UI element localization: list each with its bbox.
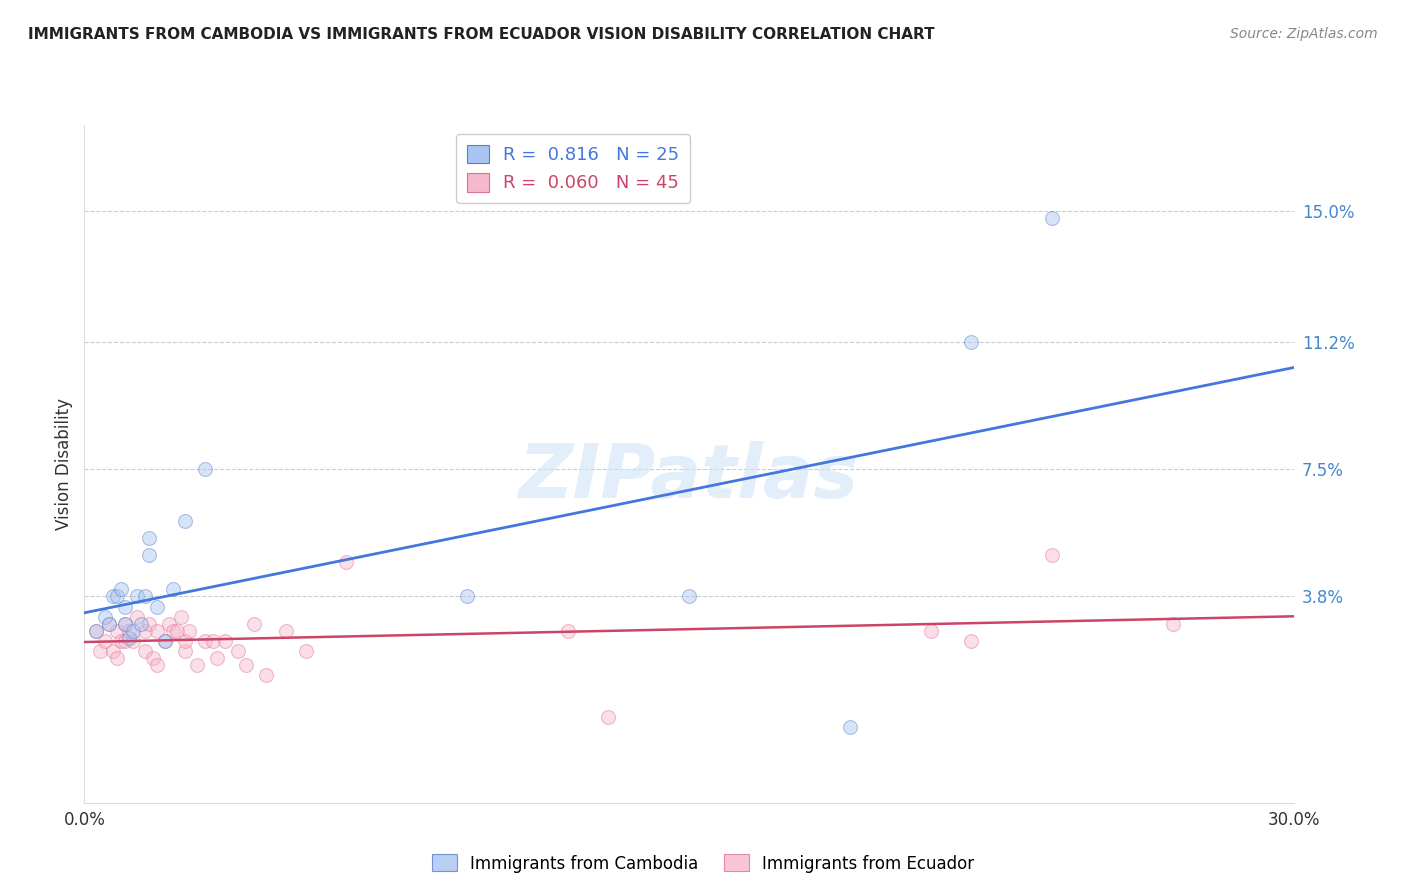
Point [839,720,862,734]
Point [456,590,478,604]
Point [1161,616,1184,631]
Point [153,634,176,648]
Point [678,590,700,604]
Point [134,590,156,604]
Point [89,644,111,658]
Point [960,634,983,648]
Point [335,555,357,569]
Point [214,634,236,648]
Point [274,624,297,638]
Point [138,548,160,562]
Point [166,624,188,638]
Point [254,668,277,682]
Text: ZIPatlas: ZIPatlas [519,441,859,514]
Point [960,334,983,349]
Point [86,624,108,638]
Point [134,624,156,638]
Point [138,531,160,545]
Point [142,651,165,665]
Point [121,634,143,648]
Point [202,634,225,648]
Point [105,624,128,638]
Point [194,634,217,648]
Point [118,624,141,638]
Point [162,624,184,638]
Point [170,610,193,624]
Point [174,644,197,658]
Point [114,634,136,648]
Point [1040,211,1063,225]
Point [93,610,115,624]
Point [920,624,942,638]
Point [598,710,620,724]
Point [118,631,141,645]
Point [86,624,108,638]
Point [97,616,120,631]
Point [101,590,124,604]
Point [194,462,217,476]
Legend: R =  0.816   N = 25, R =  0.060   N = 45: R = 0.816 N = 25, R = 0.060 N = 45 [456,134,690,203]
Y-axis label: Vision Disability: Vision Disability [55,398,73,530]
Legend: Immigrants from Cambodia, Immigrants from Ecuador: Immigrants from Cambodia, Immigrants fro… [425,847,981,880]
Point [207,651,229,665]
Point [121,624,143,638]
Point [295,644,318,658]
Point [114,616,136,631]
Point [114,616,136,631]
Text: Source: ZipAtlas.com: Source: ZipAtlas.com [1230,27,1378,41]
Point [129,616,152,631]
Point [105,590,128,604]
Point [153,634,176,648]
Point [174,634,197,648]
Point [179,624,201,638]
Point [162,582,184,597]
Point [110,634,132,648]
Point [146,599,169,614]
Point [174,514,197,528]
Point [125,590,148,604]
Point [146,658,169,673]
Point [125,610,148,624]
Point [557,624,579,638]
Text: IMMIGRANTS FROM CAMBODIA VS IMMIGRANTS FROM ECUADOR VISION DISABILITY CORRELATIO: IMMIGRANTS FROM CAMBODIA VS IMMIGRANTS F… [28,27,935,42]
Point [157,616,180,631]
Point [186,658,208,673]
Point [97,616,120,631]
Point [138,616,160,631]
Point [146,624,169,638]
Point [226,644,249,658]
Point [110,582,132,597]
Point [105,651,128,665]
Point [93,634,115,648]
Point [134,644,156,658]
Point [101,644,124,658]
Point [114,599,136,614]
Point [235,658,257,673]
Point [1040,548,1063,562]
Point [242,616,264,631]
